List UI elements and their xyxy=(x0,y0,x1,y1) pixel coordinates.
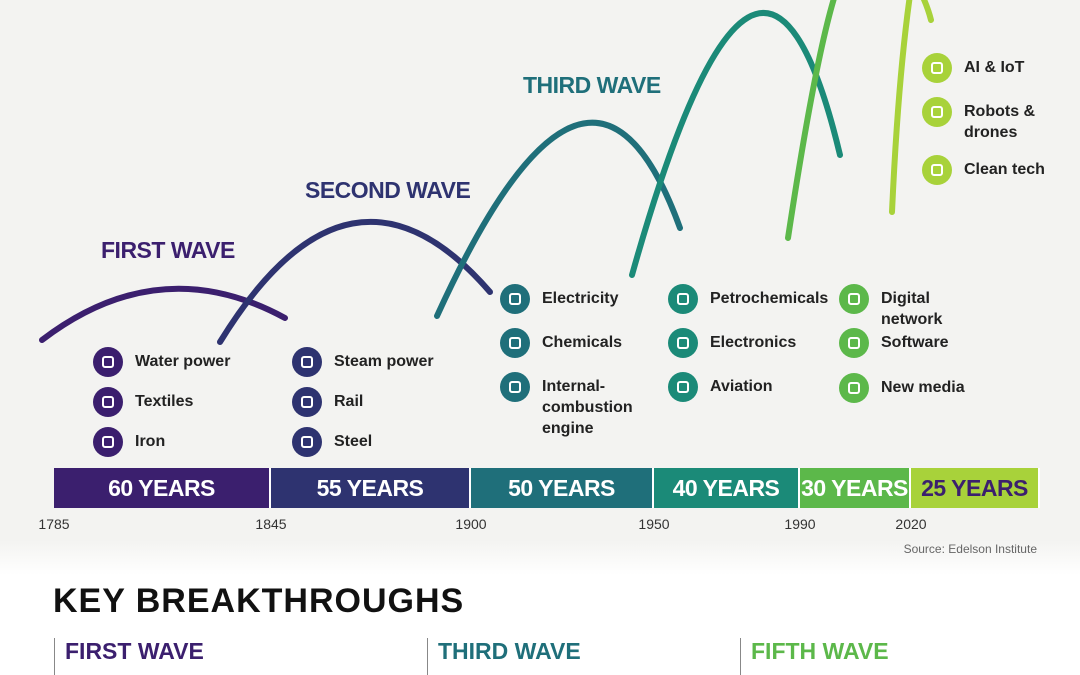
item-icon xyxy=(839,373,869,403)
item-icon xyxy=(500,328,530,358)
year-label: 1845 xyxy=(255,516,287,532)
wave-arc xyxy=(629,10,843,278)
item-label: Clean tech xyxy=(964,161,1045,178)
item-icon xyxy=(292,347,322,377)
duration-segment: 50 YEARS xyxy=(471,468,654,508)
year-label: 1900 xyxy=(455,516,487,532)
wave-label: THIRD WAVE xyxy=(523,72,661,98)
item-label: Water power xyxy=(135,353,231,370)
wave-arc xyxy=(39,285,288,343)
item-label: Electronics xyxy=(710,334,797,351)
item-label: Internal-combustion engine xyxy=(542,378,633,437)
key-column-title: FIFTH WAVE xyxy=(740,638,889,675)
item-icon xyxy=(668,328,698,358)
key-column-title: FIRST WAVE xyxy=(54,638,204,675)
item-icon xyxy=(93,427,123,457)
item-icon xyxy=(668,284,698,314)
wave-arc xyxy=(785,0,837,241)
item-label: Electricity xyxy=(542,290,619,307)
item-icon xyxy=(839,284,869,314)
item-icon xyxy=(292,387,322,417)
item-icon xyxy=(922,155,952,185)
duration-segment: 60 YEARS xyxy=(54,468,271,508)
item-label: Steam power xyxy=(334,353,434,370)
item-icon xyxy=(93,347,123,377)
year-label: 1785 xyxy=(38,516,70,532)
year-label: 2020 xyxy=(895,516,927,532)
item-label: Rail xyxy=(334,393,364,410)
item-icon xyxy=(500,284,530,314)
item-icon xyxy=(922,97,952,127)
year-label: 1990 xyxy=(784,516,816,532)
item-label: AI & IoT xyxy=(964,59,1025,76)
item-icon xyxy=(292,427,322,457)
year-label: 1950 xyxy=(638,516,670,532)
key-column-title: THIRD WAVE xyxy=(427,638,581,675)
item-label: New media xyxy=(881,379,965,396)
item-label: Digital network xyxy=(881,290,943,328)
item-label: Textiles xyxy=(135,393,194,410)
item-icon xyxy=(93,387,123,417)
item-icon xyxy=(500,372,530,402)
item-label: Aviation xyxy=(710,378,773,395)
item-icon xyxy=(668,372,698,402)
duration-segment: 25 YEARS xyxy=(911,468,1040,508)
source: Source: Edelson Institute xyxy=(903,542,1037,556)
item-label: Iron xyxy=(135,433,166,450)
wave-arc xyxy=(920,0,934,23)
item-label: Petrochemicals xyxy=(710,290,829,307)
item-label: Chemicals xyxy=(542,334,623,351)
duration-segment: 55 YEARS xyxy=(271,468,471,508)
wave-label: FIRST WAVE xyxy=(101,237,235,263)
wave-arc xyxy=(217,218,493,345)
item-label: Steel xyxy=(334,433,373,450)
item-icon xyxy=(922,53,952,83)
wave-arc xyxy=(434,119,683,319)
item-icon xyxy=(839,328,869,358)
wave-arc xyxy=(889,0,913,215)
item-label: Robots & drones xyxy=(964,103,1036,141)
duration-segment: 30 YEARS xyxy=(800,468,911,508)
section-title: KEY BREAKTHROUGHS xyxy=(53,582,465,620)
item-label: Software xyxy=(881,334,949,351)
wave-label: SECOND WAVE xyxy=(305,177,471,203)
duration-segment: 40 YEARS xyxy=(654,468,800,508)
